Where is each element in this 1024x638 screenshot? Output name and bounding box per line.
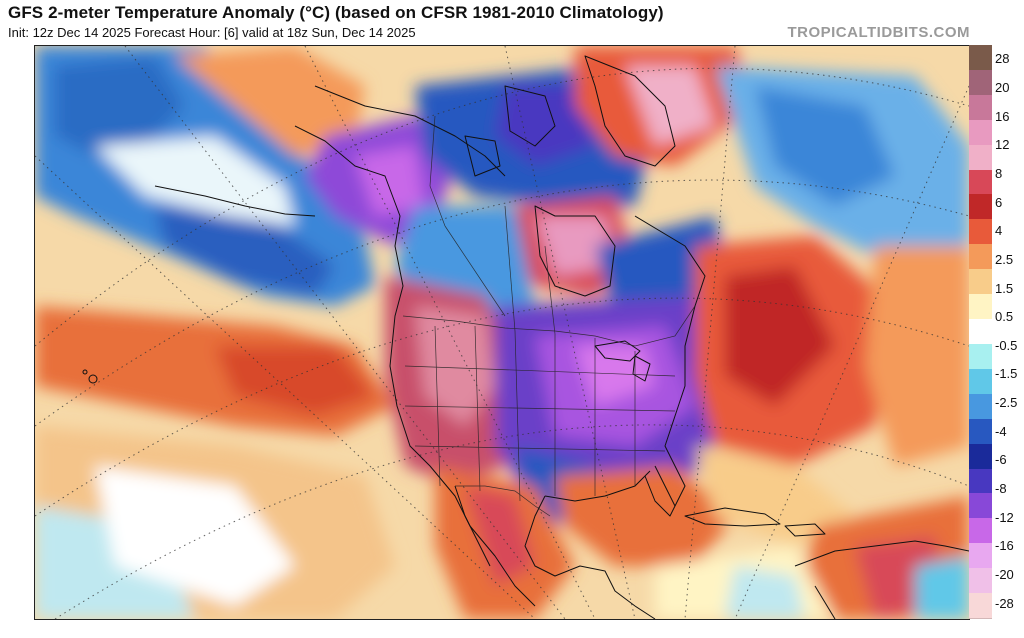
colorbar-swatch bbox=[969, 568, 992, 595]
colorbar-swatch bbox=[969, 119, 992, 146]
colorbar-label: -20 bbox=[995, 567, 1014, 583]
lat-lon-grid bbox=[35, 46, 969, 619]
colorbar-swatch bbox=[969, 69, 992, 96]
colorbar-swatch bbox=[969, 468, 992, 495]
colorbar-swatch bbox=[969, 368, 992, 395]
colorbar-swatch bbox=[969, 194, 992, 221]
colorbar-swatch bbox=[969, 144, 992, 171]
colorbar-label: 2.5 bbox=[995, 251, 1014, 267]
colorbar-swatch bbox=[969, 169, 992, 196]
colorbar-label: 12 bbox=[995, 137, 1010, 153]
chart-subtitle: Init: 12z Dec 14 2025 Forecast Hour: [6]… bbox=[8, 25, 416, 40]
colorbar-label: -0.5 bbox=[995, 337, 1018, 353]
colorbar-swatch bbox=[969, 593, 992, 619]
colorbar-legend: 28 20 16 12 8 6 4 2.5 1.5 0.5 -0.5 -1.5 -2.5 -4 -6 -8 -1… bbox=[969, 45, 1024, 619]
colorbar-swatch bbox=[969, 219, 992, 246]
colorbar-label: 0.5 bbox=[995, 309, 1014, 325]
political-borders bbox=[402, 115, 696, 517]
colorbar-label: 20 bbox=[995, 79, 1010, 95]
colorbar-swatch bbox=[969, 244, 992, 271]
chart-title: GFS 2-meter Temperature Anomaly (°C) (ba… bbox=[8, 3, 664, 22]
colorbar-swatch bbox=[969, 493, 992, 520]
colorbar-swatch bbox=[969, 45, 992, 71]
colorbar-label: 16 bbox=[995, 108, 1010, 124]
colorbar-label: -28 bbox=[995, 595, 1014, 611]
colorbar-label: 4 bbox=[995, 223, 1003, 239]
brand-watermark: TROPICALTIDBITS.COM bbox=[787, 24, 970, 41]
colorbar-swatch bbox=[969, 418, 992, 445]
colorbar-swatch bbox=[969, 443, 992, 470]
colorbar-swatch bbox=[969, 319, 992, 345]
colorbar-label: 6 bbox=[995, 194, 1003, 210]
colorbar-swatch bbox=[969, 343, 992, 370]
colorbar-label: -12 bbox=[995, 509, 1014, 525]
colorbar-label: -16 bbox=[995, 538, 1014, 554]
colorbar-label: -8 bbox=[995, 481, 1007, 497]
anomaly-field bbox=[35, 46, 969, 619]
colorbar-label: -6 bbox=[995, 452, 1007, 468]
colorbar-label: -2.5 bbox=[995, 395, 1018, 411]
colorbar-swatch bbox=[969, 269, 992, 296]
map-canvas bbox=[35, 46, 969, 619]
colorbar-swatch bbox=[969, 543, 992, 570]
colorbar-label: 28 bbox=[995, 51, 1010, 67]
colorbar-swatch bbox=[969, 393, 992, 420]
colorbar-label: 8 bbox=[995, 165, 1003, 181]
colorbar-label: -1.5 bbox=[995, 366, 1018, 382]
colorbar-swatch bbox=[969, 518, 992, 545]
colorbar-label: -4 bbox=[995, 423, 1007, 439]
anomaly-map bbox=[34, 45, 970, 620]
colorbar-label: 1.5 bbox=[995, 280, 1014, 296]
colorbar-swatch bbox=[969, 294, 992, 321]
colorbar-swatch bbox=[969, 94, 992, 121]
